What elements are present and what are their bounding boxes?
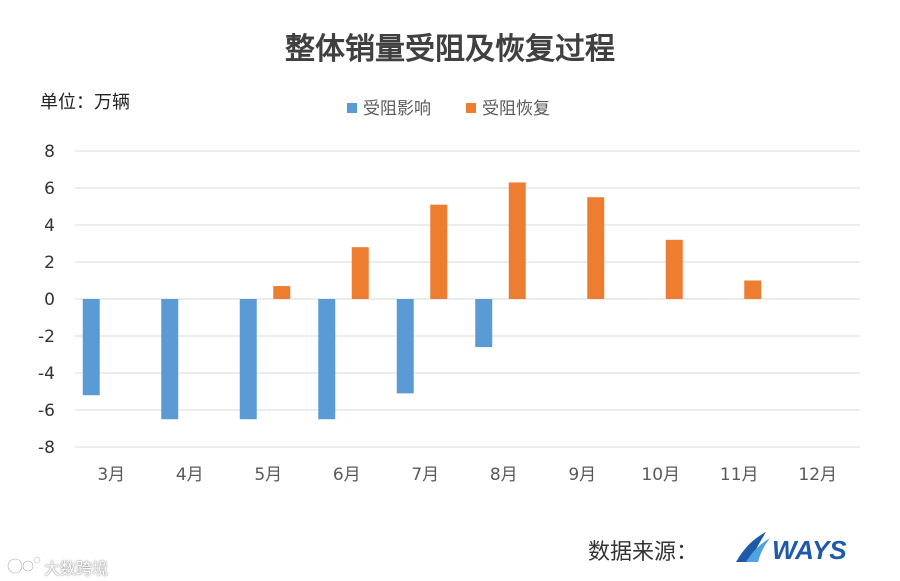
bar-recovery xyxy=(508,182,526,299)
y-tick-label: 4 xyxy=(44,216,55,236)
y-tick-label: -6 xyxy=(38,401,55,421)
chart-title: 整体销量受阻及恢复过程 xyxy=(285,32,615,67)
bar-impact xyxy=(475,299,493,348)
y-axis-ticks: 8 6 4 2 0 -2 -4 -6 -8 xyxy=(38,142,55,458)
x-tick-label: 5月 xyxy=(254,465,282,485)
ways-logo-swoosh-accent-icon xyxy=(746,538,770,562)
x-tick-label: 10月 xyxy=(641,465,680,485)
bar-impact xyxy=(82,299,100,396)
y-tick-label: -2 xyxy=(38,327,55,347)
x-axis-ticks: 3月 4月 5月 6月 7月 8月 9月 10月 11月 12月 xyxy=(97,465,837,485)
y-tick-label: 8 xyxy=(44,142,55,162)
y-tick-label: -4 xyxy=(38,364,55,384)
watermark-text: 大数跨境 xyxy=(44,559,109,578)
x-tick-label: 9月 xyxy=(568,465,596,485)
chart-legend: 受阻影响 受阻恢复 xyxy=(347,99,550,119)
bar-recovery xyxy=(430,204,448,299)
bar-recovery xyxy=(744,280,762,299)
bar-impact xyxy=(161,299,179,420)
x-tick-label: 8月 xyxy=(490,465,518,485)
x-tick-label: 3月 xyxy=(97,465,125,485)
legend-label: 受阻影响 xyxy=(363,99,431,119)
gridlines xyxy=(75,150,860,448)
x-tick-label: 11月 xyxy=(720,465,759,485)
ways-logo: WAYS xyxy=(736,532,847,565)
legend-swatch xyxy=(466,103,476,113)
bars xyxy=(82,182,762,420)
bar-recovery xyxy=(273,286,291,299)
unit-label: 单位：万辆 xyxy=(40,92,130,113)
legend-label: 受阻恢复 xyxy=(482,99,550,119)
x-tick-label: 12月 xyxy=(798,465,837,485)
bar-recovery xyxy=(351,247,369,299)
y-tick-label: 6 xyxy=(44,179,55,199)
ways-logo-text: WAYS xyxy=(772,535,847,565)
x-tick-label: 4月 xyxy=(176,465,204,485)
watermark: 大数跨境 xyxy=(6,553,146,578)
x-tick-label: 7月 xyxy=(411,465,439,485)
source-label: 数据来源： xyxy=(588,540,699,565)
x-tick-label: 6月 xyxy=(333,465,361,485)
y-tick-label: -8 xyxy=(38,438,55,458)
y-tick-label: 2 xyxy=(44,253,55,273)
bar-impact xyxy=(239,299,257,420)
ways-logo-swoosh-icon xyxy=(736,532,766,562)
bar-recovery xyxy=(665,239,683,299)
bar-recovery xyxy=(587,197,605,299)
bar-impact xyxy=(318,299,336,420)
watermark-logo-icon xyxy=(7,556,41,574)
y-tick-label: 0 xyxy=(44,290,55,310)
bar-impact xyxy=(396,299,414,394)
legend-swatch xyxy=(347,103,357,113)
